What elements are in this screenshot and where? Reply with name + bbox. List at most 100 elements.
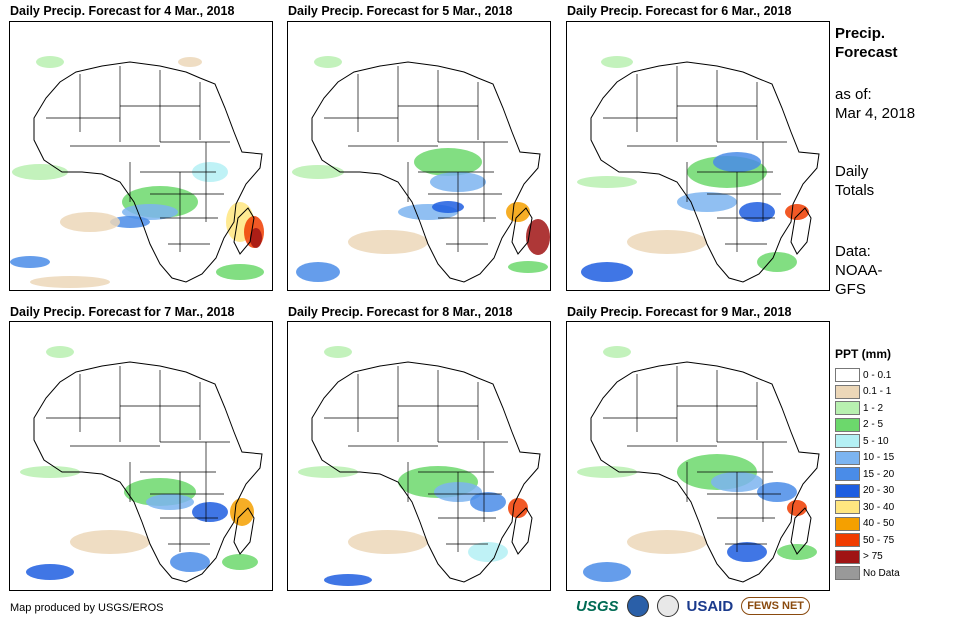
legend-label: 50 - 75 bbox=[863, 534, 895, 546]
legend-label: 1 - 2 bbox=[863, 402, 884, 414]
precip-area bbox=[757, 252, 797, 272]
data-source-line1: Data: bbox=[835, 243, 871, 260]
legend-title: PPT (mm) bbox=[835, 347, 892, 361]
map-credit: Map produced by USGS/EROS bbox=[10, 602, 164, 614]
data-source-line2: NOAA- bbox=[835, 262, 883, 279]
legend-swatch bbox=[835, 533, 860, 548]
forecast-map-4 bbox=[9, 321, 273, 591]
legend-label: > 75 bbox=[863, 551, 883, 563]
asof-date: Mar 4, 2018 bbox=[835, 105, 916, 122]
legend-swatch bbox=[835, 417, 860, 432]
precip-area bbox=[324, 574, 372, 586]
precip-area bbox=[677, 192, 737, 212]
precip-area bbox=[414, 148, 482, 176]
sidebar-data-source: Data: NOAA- GFS bbox=[835, 242, 883, 299]
madagascar-outline bbox=[790, 207, 812, 255]
precip-area bbox=[192, 502, 228, 522]
panel-title-4: Daily Precip. Forecast for 7 Mar., 2018 bbox=[10, 305, 235, 319]
legend-label: 15 - 20 bbox=[863, 468, 895, 480]
precip-area bbox=[324, 346, 352, 358]
panel-title-3: Daily Precip. Forecast for 6 Mar., 2018 bbox=[567, 4, 792, 18]
legend-label: 0 - 0.1 bbox=[863, 369, 892, 381]
legend-label: No Data bbox=[863, 567, 900, 579]
precip-area bbox=[577, 176, 637, 188]
precip-area bbox=[12, 164, 68, 180]
precip-area bbox=[739, 202, 775, 222]
usgs-logo: USGS bbox=[576, 597, 619, 615]
precip-area bbox=[222, 554, 258, 570]
legend-swatch bbox=[835, 467, 860, 482]
legend-swatch bbox=[835, 368, 860, 383]
legend-swatch bbox=[835, 549, 860, 564]
legend-item: No Data bbox=[835, 565, 900, 582]
precip-area bbox=[526, 219, 550, 255]
precip-area bbox=[583, 562, 631, 582]
sidebar-asof: as of: Mar 4, 2018 bbox=[835, 85, 915, 123]
africa-outline bbox=[590, 61, 820, 283]
precip-area bbox=[432, 201, 464, 213]
legend-swatch bbox=[835, 450, 860, 465]
precip-area bbox=[20, 466, 80, 478]
precip-area bbox=[10, 256, 50, 268]
noaa-logo-icon bbox=[626, 595, 649, 617]
sidebar-totals: Daily Totals bbox=[835, 162, 874, 200]
legend-item: 40 - 50 bbox=[835, 516, 900, 533]
precip-area bbox=[577, 466, 637, 478]
sidebar-title-line1: Precip. bbox=[835, 25, 886, 42]
legend-label: 0.1 - 1 bbox=[863, 386, 892, 398]
precip-area bbox=[110, 216, 150, 228]
forecast-map-6 bbox=[566, 321, 830, 591]
precip-area bbox=[216, 264, 264, 280]
panel-title-6: Daily Precip. Forecast for 9 Mar., 2018 bbox=[567, 305, 792, 319]
madagascar-outline bbox=[790, 507, 812, 555]
legend-swatch bbox=[835, 483, 860, 498]
legend-swatch bbox=[835, 500, 860, 515]
legend-item: > 75 bbox=[835, 549, 900, 566]
precip-area bbox=[46, 346, 74, 358]
legend-item: 2 - 5 bbox=[835, 417, 900, 434]
madagascar-outline bbox=[511, 207, 533, 255]
precip-area bbox=[508, 261, 548, 273]
forecast-map-3 bbox=[566, 21, 830, 291]
legend-label: 30 - 40 bbox=[863, 501, 895, 513]
precip-area bbox=[468, 542, 508, 562]
usaid-logo: USAID bbox=[686, 597, 734, 615]
precip-area bbox=[146, 494, 194, 510]
precip-area bbox=[26, 564, 74, 580]
precip-area bbox=[508, 498, 528, 518]
legend-item: 0 - 0.1 bbox=[835, 367, 900, 384]
totals-line1: Daily bbox=[835, 163, 869, 180]
precip-area bbox=[713, 152, 761, 172]
legend-label: 40 - 50 bbox=[863, 518, 895, 530]
forecast-map-5 bbox=[287, 321, 551, 591]
africa-outline bbox=[311, 61, 541, 283]
legend-swatch bbox=[835, 401, 860, 416]
precip-area bbox=[60, 212, 120, 232]
legend-item: 10 - 15 bbox=[835, 450, 900, 467]
legend-label: 5 - 10 bbox=[863, 435, 889, 447]
madagascar-outline bbox=[511, 507, 533, 555]
precip-area bbox=[787, 500, 807, 516]
precip-area bbox=[603, 346, 631, 358]
sidebar-title-line2: Forecast bbox=[835, 44, 898, 61]
legend-label: 10 - 15 bbox=[863, 452, 895, 464]
precip-area bbox=[292, 165, 344, 179]
madagascar-outline bbox=[233, 207, 255, 255]
legend-swatch bbox=[835, 434, 860, 449]
precip-area bbox=[506, 202, 530, 222]
legend-item: 30 - 40 bbox=[835, 499, 900, 516]
legend-item: 5 - 10 bbox=[835, 433, 900, 450]
precip-area bbox=[250, 228, 262, 248]
forecast-map-2 bbox=[287, 21, 551, 291]
legend-swatch bbox=[835, 384, 860, 399]
logo-strip: USGS USAID FEWS NET bbox=[576, 595, 811, 617]
precip-area bbox=[70, 530, 150, 554]
sidebar-title: Precip. Forecast bbox=[835, 24, 898, 62]
precip-area bbox=[627, 230, 707, 254]
africa-outline bbox=[311, 361, 541, 583]
legend-item: 20 - 30 bbox=[835, 483, 900, 500]
precip-area bbox=[348, 230, 428, 254]
precip-area bbox=[785, 204, 809, 220]
precip-area bbox=[348, 530, 428, 554]
precip-area bbox=[470, 492, 506, 512]
